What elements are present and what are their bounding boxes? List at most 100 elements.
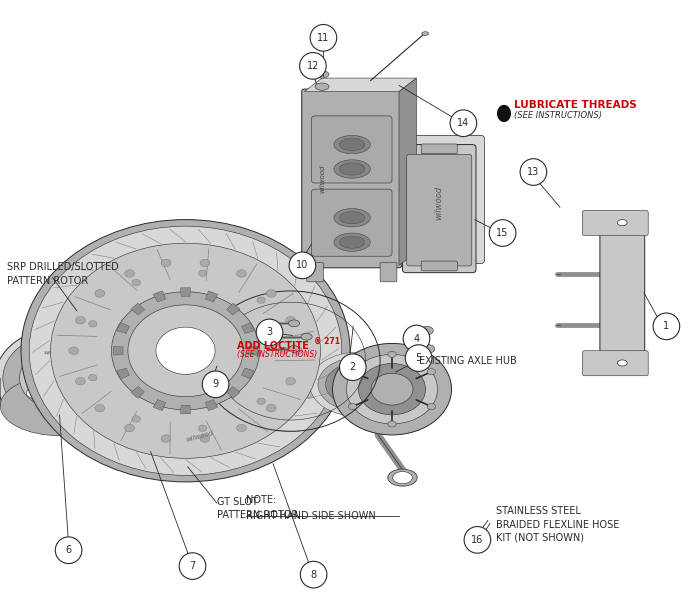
Ellipse shape [76,378,85,385]
Ellipse shape [349,368,357,375]
Wedge shape [181,288,190,296]
Ellipse shape [326,363,388,406]
Ellipse shape [358,364,426,415]
Wedge shape [205,400,218,411]
Ellipse shape [50,371,69,386]
Ellipse shape [200,259,210,267]
Polygon shape [399,78,416,265]
Text: wilwood: wilwood [43,350,69,357]
Text: wilwood: wilwood [435,185,444,220]
FancyBboxPatch shape [407,154,472,266]
Wedge shape [131,303,144,315]
Ellipse shape [371,373,413,405]
Ellipse shape [125,270,134,278]
Ellipse shape [89,375,97,381]
Text: SRP DRILLED/SLOTTED
PATTERN ROTOR: SRP DRILLED/SLOTTED PATTERN ROTOR [7,262,119,285]
Ellipse shape [132,415,140,422]
FancyBboxPatch shape [307,262,323,282]
Wedge shape [205,291,218,302]
Ellipse shape [405,345,432,371]
Ellipse shape [20,347,99,409]
Text: 1: 1 [664,321,669,331]
Ellipse shape [95,404,105,412]
Ellipse shape [349,404,357,410]
Ellipse shape [156,327,215,375]
Ellipse shape [132,279,141,286]
Text: ADD LOCTITE: ADD LOCTITE [237,341,309,351]
Ellipse shape [62,349,76,360]
Ellipse shape [421,32,428,35]
Ellipse shape [334,209,370,227]
Ellipse shape [198,270,206,276]
FancyBboxPatch shape [421,261,457,271]
Text: 11: 11 [317,33,330,43]
Text: 13: 13 [527,167,540,177]
Ellipse shape [450,110,477,137]
Ellipse shape [315,83,329,90]
Ellipse shape [464,526,491,553]
Text: 3: 3 [267,328,272,337]
Ellipse shape [427,368,435,375]
Wedge shape [117,323,130,334]
Ellipse shape [128,305,243,396]
Text: LUBRICATE THREADS: LUBRICATE THREADS [514,100,636,110]
Ellipse shape [332,343,452,435]
Ellipse shape [421,326,433,335]
FancyBboxPatch shape [312,116,392,183]
Ellipse shape [388,351,396,357]
Ellipse shape [403,325,430,352]
Ellipse shape [179,553,206,579]
Text: 15: 15 [496,228,509,238]
Ellipse shape [427,404,435,410]
Text: 9: 9 [213,379,218,389]
Ellipse shape [27,387,41,398]
Wedge shape [113,346,123,355]
Wedge shape [153,291,166,302]
Ellipse shape [340,163,365,175]
Text: 6: 6 [66,545,71,555]
Ellipse shape [62,396,76,407]
Ellipse shape [300,52,326,79]
Text: GT SLOT
PATTERN ROTOR: GT SLOT PATTERN ROTOR [217,497,298,520]
FancyBboxPatch shape [302,89,402,268]
Ellipse shape [293,347,302,354]
Text: (SEE INSTRUCTIONS): (SEE INSTRUCTIONS) [514,112,602,120]
Text: 4: 4 [414,334,419,343]
Ellipse shape [393,472,412,484]
Ellipse shape [202,371,229,398]
Wedge shape [227,387,240,398]
Ellipse shape [388,421,396,427]
Wedge shape [131,387,144,398]
Wedge shape [117,368,130,379]
Ellipse shape [266,290,276,297]
Ellipse shape [257,398,265,404]
Text: EXISTING AXLE HUB: EXISTING AXLE HUB [419,356,517,366]
Text: 14: 14 [457,118,470,128]
Ellipse shape [315,71,329,78]
Ellipse shape [422,345,435,353]
Ellipse shape [300,561,327,588]
Ellipse shape [21,220,350,482]
Ellipse shape [520,159,547,185]
Ellipse shape [0,376,119,436]
Text: RIGHT HAND SIDE SHOWN: RIGHT HAND SIDE SHOWN [246,511,376,521]
Ellipse shape [286,378,295,385]
Wedge shape [153,400,166,411]
Ellipse shape [617,220,627,226]
Ellipse shape [161,259,171,267]
Ellipse shape [40,363,79,393]
FancyBboxPatch shape [402,145,476,273]
Ellipse shape [257,297,265,303]
Ellipse shape [653,313,680,340]
FancyBboxPatch shape [600,227,645,359]
Ellipse shape [289,252,316,279]
Ellipse shape [340,236,365,248]
Ellipse shape [3,334,116,422]
Ellipse shape [27,358,41,369]
Wedge shape [241,368,254,379]
Ellipse shape [50,243,321,458]
Text: 2: 2 [350,362,356,372]
FancyBboxPatch shape [582,210,648,235]
Ellipse shape [310,24,337,51]
Ellipse shape [340,354,366,381]
